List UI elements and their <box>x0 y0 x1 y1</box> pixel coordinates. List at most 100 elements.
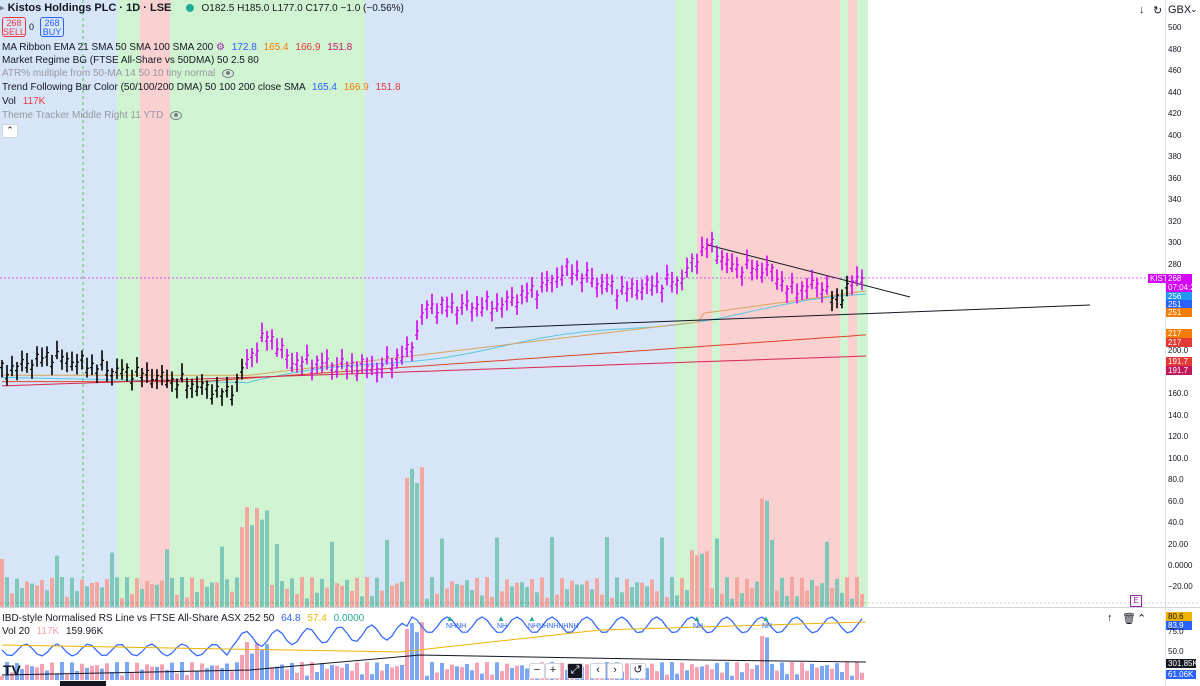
lower-volume-bar <box>460 667 464 680</box>
legend-atr[interactable]: ATR% multiple from 50-MA 14 50 10 tiny n… <box>2 67 235 81</box>
lower-volume-bar <box>840 672 844 680</box>
refresh-icon[interactable]: ↻ <box>1153 5 1163 17</box>
volume-bar <box>450 581 454 607</box>
fit-button[interactable]: ⤢ <box>567 663 583 679</box>
volume-bar <box>230 591 234 607</box>
lower-volume-bar <box>835 663 839 680</box>
legend-ma-ribbon[interactable]: MA Ribbon EMA 21 SMA 50 SMA 100 SMA 200 … <box>2 42 353 53</box>
lower-volume-bar <box>670 662 674 680</box>
legend-rs-line[interactable]: IBD-style Normalised RS Line vs FTSE All… <box>2 613 365 624</box>
lower-volume-bar <box>750 668 754 680</box>
lower-volume-bar <box>660 662 664 680</box>
lower-volume-bar <box>585 664 589 680</box>
volume-bar <box>840 592 844 607</box>
volume-bar <box>345 579 349 607</box>
reset-button[interactable]: ↺ <box>630 663 646 679</box>
lower-axis-50: 50.0 <box>1168 647 1184 656</box>
lower-volume-bar <box>810 663 814 680</box>
lower-volume-bar <box>110 671 114 680</box>
lower-volume-bar <box>365 662 369 680</box>
volume-bar <box>495 537 499 607</box>
lower-volume-bar <box>220 668 224 680</box>
volume-bar <box>45 590 49 607</box>
lower-volume-bar <box>860 672 864 680</box>
legend-market-regime[interactable]: Market Regime BG (FTSE All-Share vs 50DM… <box>2 55 259 66</box>
lower-volume-bar <box>45 670 49 680</box>
collapse-pane-icon[interactable]: ⌃ <box>1137 613 1147 625</box>
zoom-out-button[interactable]: − <box>529 663 545 679</box>
lower-volume-bar <box>50 662 54 680</box>
lower-volume-bar <box>330 665 334 680</box>
volume-bar <box>370 596 374 607</box>
volume-bar <box>540 577 544 607</box>
lower-volume-bar <box>430 662 434 680</box>
regime-band <box>712 0 720 607</box>
legend-trend-bar[interactable]: Trend Following Bar Color (50/100/200 DM… <box>2 82 401 93</box>
lower-volume-bar <box>765 637 769 680</box>
lower-volume-bar <box>320 663 324 680</box>
currency-label[interactable]: GBX <box>1168 4 1192 16</box>
settings-icon[interactable]: ⚙ <box>216 42 225 53</box>
lower-volume-bar <box>410 623 414 680</box>
volume-bar <box>735 577 739 607</box>
tradingview-logo[interactable]: TV <box>3 662 21 678</box>
scroll-left-button[interactable]: ‹ <box>590 663 606 679</box>
lower-volume-bar <box>370 674 374 680</box>
e-badge-icon[interactable]: E <box>1130 595 1142 607</box>
volume-bar <box>560 578 564 607</box>
volume-bar <box>850 598 854 607</box>
lower-volume-bar <box>685 670 689 680</box>
lower-volume-bar <box>405 628 409 680</box>
legend-vol20[interactable]: Vol 20 117K 159.96K <box>2 626 104 637</box>
volume-bar <box>500 591 504 607</box>
lower-trendline <box>494 304 1091 329</box>
volume-bar <box>135 578 139 607</box>
move-up-icon[interactable]: ↑ <box>1107 612 1113 624</box>
download-icon[interactable]: ↓ <box>1139 4 1145 16</box>
hidden-eye-icon[interactable] <box>222 68 235 78</box>
volume-bar <box>0 559 4 607</box>
delete-icon[interactable]: 🗑 <box>1122 613 1136 625</box>
lower-volume-bar <box>425 675 429 680</box>
volume-bar <box>195 591 199 607</box>
volume-bar <box>565 589 569 607</box>
volume-bar <box>655 591 659 607</box>
nh-marker: ▲ NH <box>762 614 773 630</box>
chevron-down-icon[interactable]: ⌄ <box>1190 4 1198 14</box>
lower-volume-bar <box>725 662 729 680</box>
price-axis-label: 140.0 <box>1168 411 1189 420</box>
volume-bar <box>410 468 414 607</box>
volume-bar <box>580 584 584 607</box>
symbol-header[interactable]: ▸ Kistos Holdings PLC · 1D · LSE O182.5 … <box>0 2 404 18</box>
volume-bar <box>460 585 464 607</box>
volume-bar <box>810 579 814 607</box>
regime-band <box>697 0 712 607</box>
zoom-in-button[interactable]: + <box>545 663 561 679</box>
lower-volume-bar <box>250 653 254 680</box>
legend-theme-tracker[interactable]: Theme Tracker Middle Right 11 YTD <box>2 109 183 123</box>
bottom-bar <box>60 681 106 686</box>
volume-bar <box>210 582 214 607</box>
lower-volume-bar <box>300 662 304 680</box>
lower-volume-bar <box>680 662 684 680</box>
symbol-title[interactable]: Kistos Holdings PLC · 1D · LSE <box>7 2 172 15</box>
lower-volume-bar <box>10 672 14 680</box>
nh-marker: ▲ NH <box>693 614 704 630</box>
legend-vol[interactable]: Vol 117K <box>2 96 46 107</box>
collapse-arrow-icon[interactable]: ▸ <box>0 2 5 13</box>
sma50-tag: 251 <box>1166 300 1192 309</box>
scroll-right-button[interactable]: › <box>607 663 623 679</box>
volume-bar <box>610 597 614 607</box>
volume-bar <box>245 507 249 607</box>
buy-button[interactable]: 268 BUY <box>40 17 64 37</box>
volume-bar <box>690 550 694 607</box>
collapse-legend-button[interactable]: ⌃ <box>2 124 18 138</box>
volume-bar <box>750 587 754 607</box>
hidden-eye-icon[interactable] <box>170 110 183 120</box>
volume-bar <box>430 577 434 607</box>
sell-button[interactable]: 268 SELL <box>2 17 26 37</box>
price-axis-label: 40.0 <box>1168 518 1184 527</box>
lower-volume-bar <box>5 662 9 680</box>
lower-volume-bar <box>525 668 529 680</box>
